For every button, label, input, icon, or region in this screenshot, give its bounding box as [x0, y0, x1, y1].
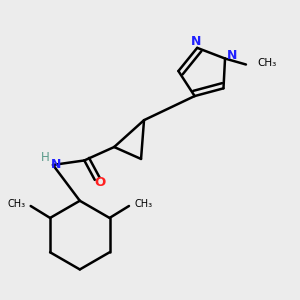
Text: N: N: [190, 35, 201, 48]
Text: H: H: [41, 151, 50, 164]
Text: N: N: [51, 158, 61, 171]
Text: CH₃: CH₃: [257, 58, 277, 68]
Text: O: O: [94, 176, 106, 189]
Text: CH₃: CH₃: [7, 199, 25, 208]
Text: CH₃: CH₃: [134, 199, 152, 208]
Text: N: N: [227, 49, 238, 62]
